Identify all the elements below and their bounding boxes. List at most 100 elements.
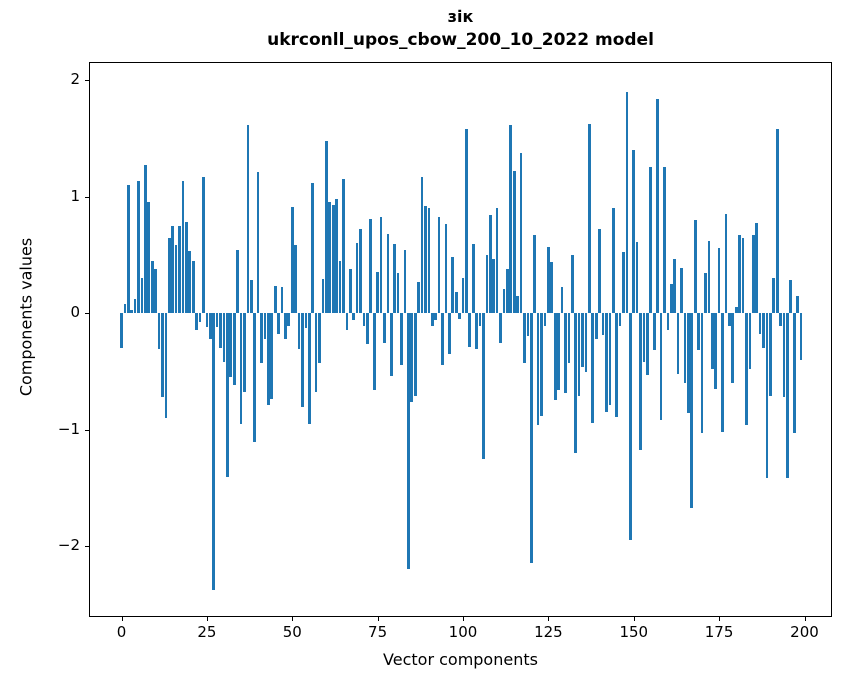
bar [236, 250, 239, 313]
bar [458, 313, 461, 319]
bar [577, 313, 581, 396]
bar [799, 313, 803, 360]
bar [427, 208, 431, 313]
bar [615, 313, 618, 417]
bar [120, 313, 123, 348]
x-axis-tick-label: 0 [116, 623, 127, 641]
bar [693, 219, 697, 313]
bar [697, 313, 700, 351]
bar [560, 287, 564, 313]
bar [328, 202, 332, 313]
bar [663, 167, 666, 313]
bar [379, 217, 383, 313]
bar [564, 313, 567, 394]
bar [352, 313, 356, 320]
bar [188, 251, 192, 313]
bar [461, 278, 465, 313]
bar [294, 245, 297, 313]
bar [383, 313, 386, 344]
bar [608, 313, 612, 406]
bar [256, 172, 260, 313]
y-axis-tick [85, 196, 89, 198]
bar [738, 234, 741, 313]
bar [673, 259, 677, 313]
bar [222, 313, 226, 362]
bar [495, 208, 499, 313]
bar [311, 182, 315, 313]
x-axis-tick-label: 50 [282, 623, 302, 641]
bar [284, 313, 287, 339]
bar [478, 313, 482, 326]
bar [396, 273, 400, 313]
bar [273, 286, 277, 313]
bar [594, 313, 598, 339]
bar [618, 313, 622, 326]
bar [277, 313, 280, 334]
bar [164, 313, 168, 418]
y-axis-tick [85, 80, 89, 81]
bar [512, 170, 516, 313]
bar [263, 313, 267, 339]
bar [488, 215, 492, 313]
bar [772, 278, 776, 313]
y-axis-tick [85, 546, 89, 547]
x-axis-tick [719, 617, 721, 621]
bar [581, 313, 584, 367]
bar [656, 98, 659, 313]
bar [734, 307, 738, 313]
bar [632, 149, 636, 313]
chart-title: зік [447, 7, 474, 26]
bar [215, 313, 219, 327]
bar [731, 313, 735, 383]
bar [584, 313, 588, 373]
bar [366, 313, 369, 345]
bar [751, 234, 755, 313]
bar [130, 309, 134, 313]
bar [506, 268, 509, 313]
bar [526, 313, 530, 337]
bar [499, 313, 502, 344]
bar [748, 313, 752, 369]
bar [232, 313, 236, 386]
bar [605, 313, 608, 413]
bar [646, 313, 649, 375]
bar [226, 313, 229, 478]
y-axis-tick [85, 313, 89, 314]
bar [690, 313, 694, 508]
bar [393, 244, 397, 313]
bar [625, 91, 629, 313]
bar [185, 222, 188, 313]
bar [267, 313, 270, 406]
bar [181, 181, 185, 313]
x-axis-tick [292, 617, 294, 621]
bar [280, 287, 284, 313]
bar [335, 198, 338, 313]
bar [570, 254, 574, 313]
bar [639, 313, 642, 451]
bar [369, 218, 373, 313]
bar [441, 313, 444, 366]
bar [728, 313, 731, 326]
x-axis-tick-label: 25 [197, 623, 217, 641]
bar [547, 246, 550, 313]
bar [389, 313, 393, 376]
bar [434, 313, 438, 320]
bar [659, 313, 663, 421]
bar [502, 288, 506, 313]
bar [492, 259, 496, 313]
bar [550, 261, 554, 313]
x-axis-tick-label: 100 [448, 623, 478, 641]
bar [468, 313, 472, 347]
bar [451, 257, 455, 313]
bar [676, 313, 680, 374]
bar [437, 217, 441, 313]
bar [557, 313, 560, 390]
bar [509, 125, 513, 313]
bar [229, 313, 233, 378]
bar [485, 254, 489, 313]
y-axis-tick [85, 429, 89, 431]
x-axis-tick [121, 617, 123, 621]
bar [137, 181, 140, 313]
bar [714, 313, 718, 389]
bar [529, 313, 533, 564]
